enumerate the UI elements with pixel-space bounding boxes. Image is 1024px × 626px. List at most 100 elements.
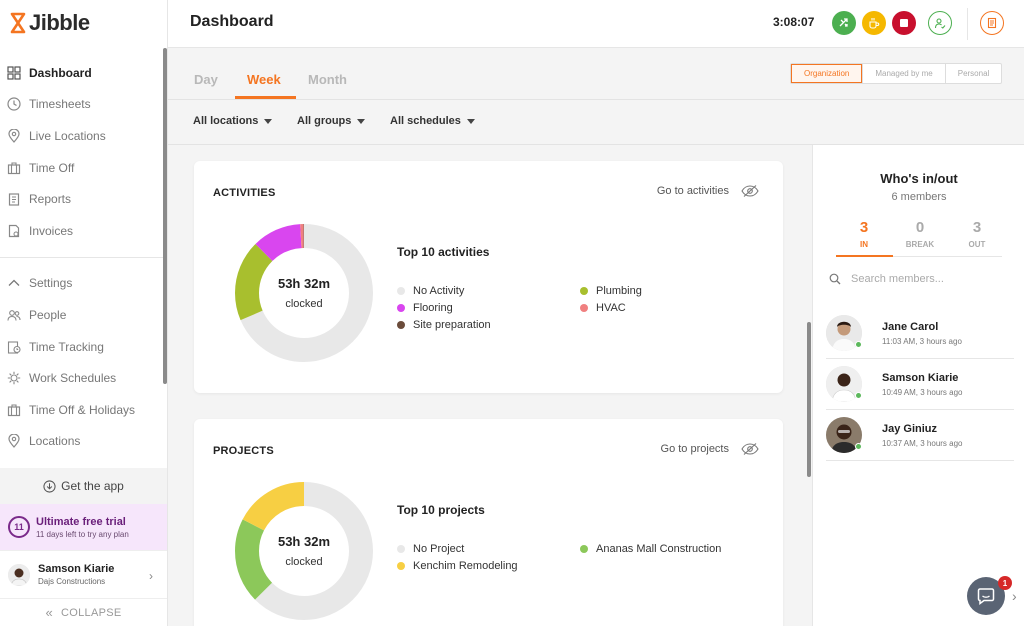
- sidebar-scrollbar[interactable]: [163, 48, 167, 384]
- whos-in-out-panel: Who's in/out 6 members 3 IN 0 BREAK 3 OU…: [807, 145, 1024, 626]
- chat-bubble-icon: [977, 588, 995, 605]
- tab-in[interactable]: 3 IN: [836, 219, 892, 249]
- stop-icon: [900, 19, 908, 27]
- location-pin-icon: [6, 433, 22, 449]
- activities-legend-title: Top 10 activities: [397, 245, 490, 259]
- suitcase-icon: [6, 402, 22, 418]
- schedules-filter[interactable]: All schedules: [390, 115, 475, 127]
- locations-filter-label: All locations: [193, 115, 259, 127]
- member-clock-in-time: 11:03 AM, 3 hours ago: [882, 336, 962, 346]
- trial-days-badge: 11: [8, 516, 30, 538]
- tab-week[interactable]: Week: [247, 72, 281, 87]
- member-clock-in-time: 10:37 AM, 3 hours ago: [882, 438, 963, 448]
- sidebar-item-label: Timesheets: [29, 97, 91, 112]
- donut-slice-kenchim-remodeling[interactable]: [235, 482, 373, 620]
- tab-break[interactable]: 0 BREAK: [892, 219, 948, 249]
- sidebar-item-reports[interactable]: Reports: [0, 183, 164, 215]
- chat-unread-badge: 1: [998, 576, 1012, 590]
- members-count: 6 members: [891, 191, 947, 203]
- scope-managed-by-me[interactable]: Managed by me: [862, 64, 944, 83]
- sidebar-item-dashboard[interactable]: Dashboard: [0, 57, 164, 89]
- filters-bar: All locations All groups All schedules: [168, 101, 1024, 145]
- chevron-right-icon[interactable]: ›: [1012, 588, 1017, 604]
- scope-personal[interactable]: Personal: [944, 64, 1002, 83]
- notes-button[interactable]: [980, 11, 1004, 35]
- page-title: Dashboard: [190, 13, 274, 30]
- sidebar-item-label: People: [29, 307, 67, 322]
- legend-label: Ananas Mall Construction: [596, 543, 722, 555]
- sidebar-item-settings[interactable]: Settings: [0, 268, 164, 300]
- schedules-filter-label: All schedules: [390, 115, 461, 127]
- donut-slice-ananas-mall-construction[interactable]: [235, 482, 373, 620]
- search-members-input[interactable]: [851, 273, 1001, 285]
- sidebar-item-label: Locations: [29, 434, 81, 449]
- donut-slice-plumbing[interactable]: [235, 224, 373, 362]
- sidebar-item-people[interactable]: People: [0, 299, 164, 331]
- sidebar-item-invoices[interactable]: Invoices: [0, 215, 164, 247]
- legend-item: No Project: [397, 543, 580, 555]
- sidebar-item-label: Time Off & Holidays: [29, 402, 136, 417]
- legend-item: HVAC: [580, 302, 757, 314]
- top-header: Dashboard 3:08:07: [168, 0, 1024, 48]
- legend-label: Kenchim Remodeling: [413, 560, 518, 572]
- sidebar-item-label: Work Schedules: [29, 371, 117, 386]
- scope-switcher: Organization Managed by me Personal: [790, 63, 1003, 84]
- go-to-projects-link[interactable]: Go to projects: [661, 443, 759, 455]
- list-item[interactable]: Jay Giniuz 10:37 AM, 3 hours ago: [826, 410, 1014, 461]
- tab-month[interactable]: Month: [308, 72, 347, 87]
- chevron-up-icon: [6, 275, 22, 291]
- trial-title: Ultimate free trial: [36, 515, 126, 528]
- clipboard-icon: [6, 191, 22, 207]
- legend-label: Flooring: [413, 302, 453, 314]
- projects-total-label: clocked: [285, 556, 323, 568]
- switch-activity-button[interactable]: [832, 11, 856, 35]
- sidebar-item-work-schedules[interactable]: Work Schedules: [0, 362, 164, 394]
- collapse-label: COLLAPSE: [61, 606, 122, 619]
- in-count: 3: [859, 219, 869, 236]
- eye-slash-icon[interactable]: [741, 185, 759, 197]
- sidebar-item-label: Live Locations: [29, 128, 106, 143]
- tab-day[interactable]: Day: [194, 72, 218, 87]
- donut-slice-no-activity[interactable]: [235, 224, 373, 362]
- activities-title: ACTIVITIES: [213, 187, 276, 199]
- legend-swatch: [397, 304, 405, 312]
- trial-banner[interactable]: 11 Ultimate free trial 11 days left to t…: [0, 504, 167, 550]
- groups-filter[interactable]: All groups: [297, 115, 366, 127]
- get-app-label: Get the app: [61, 479, 124, 493]
- list-item[interactable]: Jane Carol 11:03 AM, 3 hours ago: [826, 308, 1014, 359]
- header-divider: [967, 8, 968, 40]
- get-app-button[interactable]: Get the app: [0, 468, 167, 504]
- legend-label: No Project: [413, 543, 465, 555]
- stop-button[interactable]: [892, 11, 916, 35]
- content-scrollbar[interactable]: [807, 322, 811, 477]
- legend-swatch: [580, 304, 588, 312]
- sidebar-item-time-tracking[interactable]: Time Tracking: [0, 331, 164, 363]
- out-label: OUT: [968, 240, 986, 249]
- legend-item: No Activity: [397, 285, 580, 297]
- sidebar-item-live-locations[interactable]: Live Locations: [0, 120, 164, 152]
- go-to-activities-link[interactable]: Go to activities: [657, 185, 759, 197]
- sidebar-item-label: Settings: [29, 276, 73, 291]
- tab-out[interactable]: 3 OUT: [949, 219, 1005, 249]
- activities-total-label: clocked: [285, 298, 323, 310]
- scope-organization[interactable]: Organization: [791, 64, 863, 83]
- sidebar-item-time-off[interactable]: Time Off: [0, 152, 164, 184]
- locations-filter[interactable]: All locations: [193, 115, 273, 127]
- eye-slash-icon[interactable]: [741, 443, 759, 455]
- stats-divider: [836, 256, 1002, 257]
- online-status-dot: [855, 392, 862, 399]
- break-button[interactable]: [862, 11, 886, 35]
- sidebar-item-time-off-holidays[interactable]: Time Off & Holidays: [0, 394, 164, 426]
- profile-button[interactable]: [928, 11, 952, 35]
- online-status-dot: [855, 341, 862, 348]
- schedule-icon: [6, 370, 22, 386]
- user-profile[interactable]: Samson Kiarie Dajs Constructions ›: [0, 550, 167, 598]
- collapse-button[interactable]: « COLLAPSE: [0, 598, 167, 626]
- jibble-logo[interactable]: Jibble: [10, 10, 90, 36]
- sidebar-item-locations[interactable]: Locations: [0, 426, 164, 458]
- activities-card: ACTIVITIES Go to activities 53h 32m cloc…: [194, 161, 783, 393]
- member-clock-in-time: 10:49 AM, 3 hours ago: [882, 387, 963, 397]
- caret-down-icon: [357, 118, 366, 124]
- sidebar-item-timesheets[interactable]: Timesheets: [0, 89, 164, 121]
- list-item[interactable]: Samson Kiarie 10:49 AM, 3 hours ago: [826, 359, 1014, 410]
